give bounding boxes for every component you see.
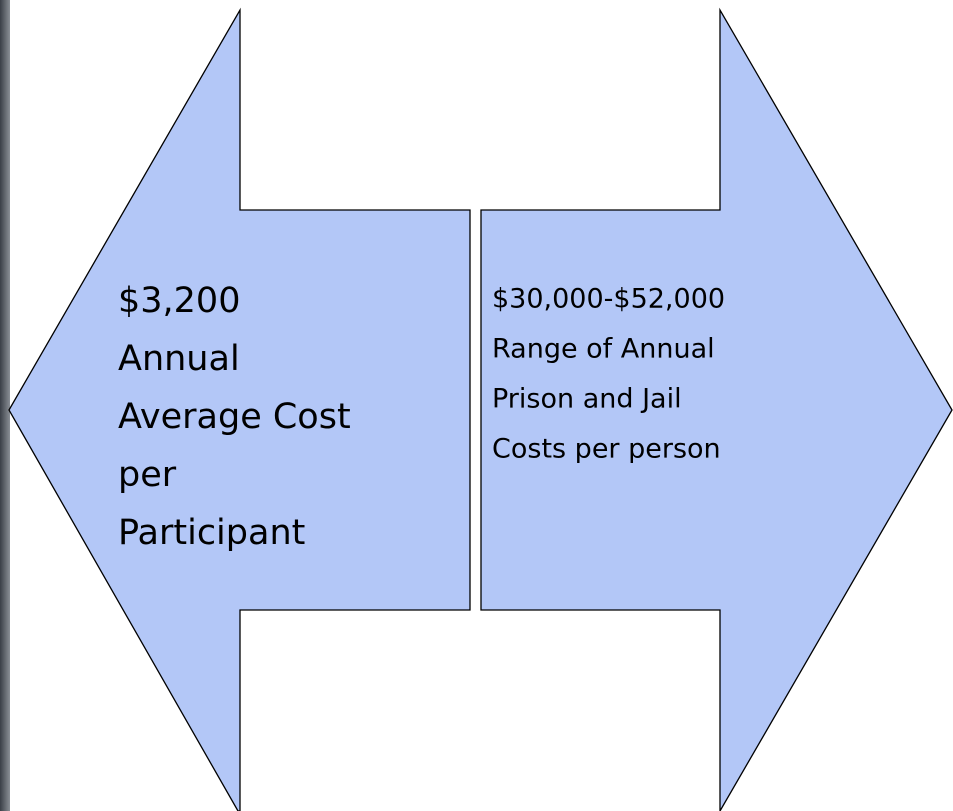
label-line: per xyxy=(118,455,177,495)
right-arrow xyxy=(480,7,953,811)
side-strip xyxy=(0,0,10,811)
label-line: $3,200 xyxy=(118,281,240,321)
label-line: Costs per person xyxy=(492,434,721,465)
label-line: Participant xyxy=(118,513,305,553)
label-line: $30,000-$52,000 xyxy=(492,284,725,315)
label-line: Average Cost xyxy=(118,397,351,437)
label-line: Prison and Jail xyxy=(492,384,682,415)
label-line: Range of Annual xyxy=(492,334,715,365)
left-label: $3,200 Annual Average Cost per Participant xyxy=(118,281,351,553)
left-arrow xyxy=(8,7,471,811)
label-line: Annual xyxy=(118,339,240,379)
right-label: $30,000-$52,000 Range of Annual Prison and… xyxy=(492,284,725,465)
